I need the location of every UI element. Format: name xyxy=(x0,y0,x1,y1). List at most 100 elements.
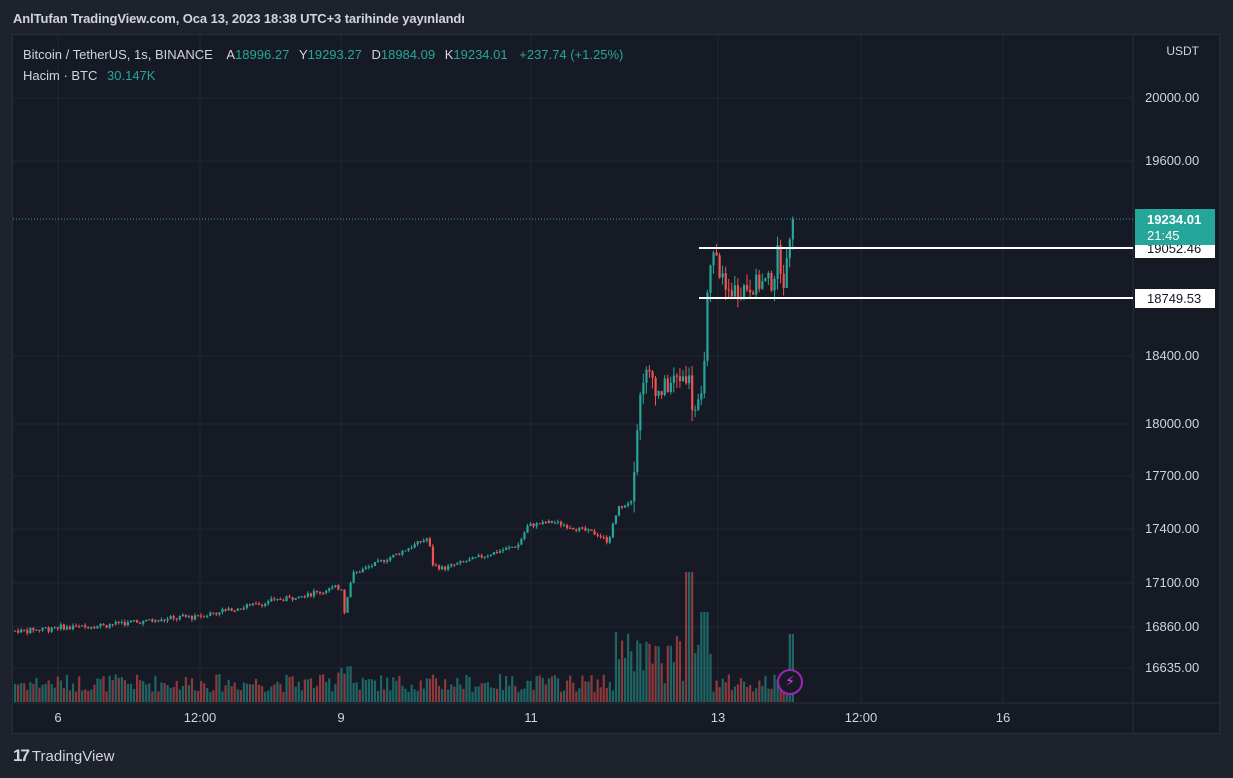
volume-bar xyxy=(596,679,599,702)
candle-body xyxy=(633,472,636,502)
candle-body xyxy=(157,620,160,622)
candle-body xyxy=(190,616,194,620)
candle-body xyxy=(209,612,212,616)
candle-body xyxy=(126,622,130,626)
volume-bar xyxy=(111,680,114,702)
volume-bar xyxy=(425,678,428,702)
volume-bar xyxy=(154,675,157,702)
candle-body xyxy=(450,564,453,566)
candle-body xyxy=(688,375,691,384)
candle-body xyxy=(251,603,255,605)
volume-bar xyxy=(20,683,23,702)
candle-body xyxy=(26,630,29,633)
candle-body xyxy=(791,219,794,240)
volume-bar xyxy=(459,684,462,702)
price-chart[interactable]: 20000.00 19600.00 18400.00 18000.00 17700.00… xyxy=(13,35,1220,734)
candle-body xyxy=(99,623,102,627)
tradingview-logo[interactable]: 17 TradingView xyxy=(13,746,114,766)
volume-bar xyxy=(367,679,370,702)
volume-bar xyxy=(254,678,258,702)
candle-body xyxy=(709,265,712,293)
level-label-box xyxy=(1135,289,1215,308)
candle-body xyxy=(50,627,53,632)
volume-bar xyxy=(358,689,361,702)
volume-bar xyxy=(325,681,328,702)
candle-body xyxy=(431,546,435,566)
candle-body xyxy=(581,527,584,529)
candle-body xyxy=(444,566,447,570)
volume-bar xyxy=(605,688,608,702)
volume-bar xyxy=(38,687,41,702)
volume-label[interactable]: Hacim · BTC xyxy=(23,68,98,83)
symbol-label[interactable]: Bitcoin / TetherUS, 1s, BINANCE xyxy=(23,47,213,62)
volume-bar xyxy=(163,683,166,702)
candle-body xyxy=(648,369,651,372)
candle-body xyxy=(773,278,776,291)
volume-bar xyxy=(718,687,721,702)
volume-bar xyxy=(270,686,273,702)
volume-bar xyxy=(514,686,517,702)
candle-body xyxy=(608,537,611,543)
volume-bar xyxy=(556,678,560,702)
volume-bar xyxy=(279,683,282,702)
candle-body xyxy=(569,527,572,529)
chart-legend: Bitcoin / TetherUS, 1s, BINANCE A18996.2… xyxy=(23,46,623,88)
volume-bar xyxy=(233,682,236,702)
close-value: 19234.01 xyxy=(453,47,508,62)
volume-bar xyxy=(791,634,794,702)
last-price-label-box xyxy=(1135,209,1215,245)
volume-bar xyxy=(721,678,724,702)
volume-bar xyxy=(193,690,197,702)
volume-bar xyxy=(709,653,712,702)
candle-body xyxy=(59,624,62,629)
volume-bar xyxy=(227,679,230,702)
candle-body xyxy=(602,536,605,538)
candle-body xyxy=(492,552,496,555)
candle-body xyxy=(715,252,718,256)
volume-bar xyxy=(575,691,578,702)
volume-bar xyxy=(355,682,358,702)
candle-body xyxy=(166,619,169,621)
candle-body xyxy=(645,369,648,383)
volume-bar xyxy=(108,675,111,702)
candle-body xyxy=(65,626,69,630)
candle-body xyxy=(212,612,215,614)
volume-bar xyxy=(773,674,776,702)
volume-bar xyxy=(386,677,389,702)
candle-body xyxy=(325,590,328,593)
volume-bar xyxy=(697,644,700,702)
candle-body xyxy=(380,560,383,562)
candle-body xyxy=(712,252,715,266)
volume-bar xyxy=(23,683,26,702)
volume-bar xyxy=(569,675,572,702)
candle-body xyxy=(782,273,785,288)
candle-body xyxy=(276,598,279,600)
candle-body xyxy=(230,608,233,611)
candle-body xyxy=(111,624,114,626)
volume-bar xyxy=(264,691,267,702)
chart-panel[interactable]: 20000.00 19600.00 18400.00 18000.00 17700.00… xyxy=(12,34,1220,734)
candle-body xyxy=(273,598,276,600)
volume-bar xyxy=(620,640,624,702)
candle-body xyxy=(498,550,502,553)
volume-bar xyxy=(203,683,206,702)
volume-bar xyxy=(462,688,465,702)
candle-body xyxy=(593,530,596,535)
volume-value: 30.147K xyxy=(107,68,156,83)
volume-bar xyxy=(352,682,355,702)
candle-body xyxy=(233,610,236,612)
candle-body xyxy=(187,616,191,618)
volume-bar xyxy=(685,572,688,702)
candle-body xyxy=(620,505,624,508)
candle-body xyxy=(361,569,364,573)
candle-body xyxy=(139,622,142,624)
volume-bar xyxy=(465,675,468,702)
volume-bar xyxy=(578,688,581,702)
volume-bar xyxy=(511,676,514,702)
lightning-icon[interactable]: ⚡ xyxy=(777,669,803,695)
currency-label[interactable]: USDT xyxy=(1166,44,1199,58)
volume-bar xyxy=(450,684,453,702)
volume-bar xyxy=(444,679,447,702)
candle-body xyxy=(239,608,242,610)
volume-bar xyxy=(389,690,392,702)
